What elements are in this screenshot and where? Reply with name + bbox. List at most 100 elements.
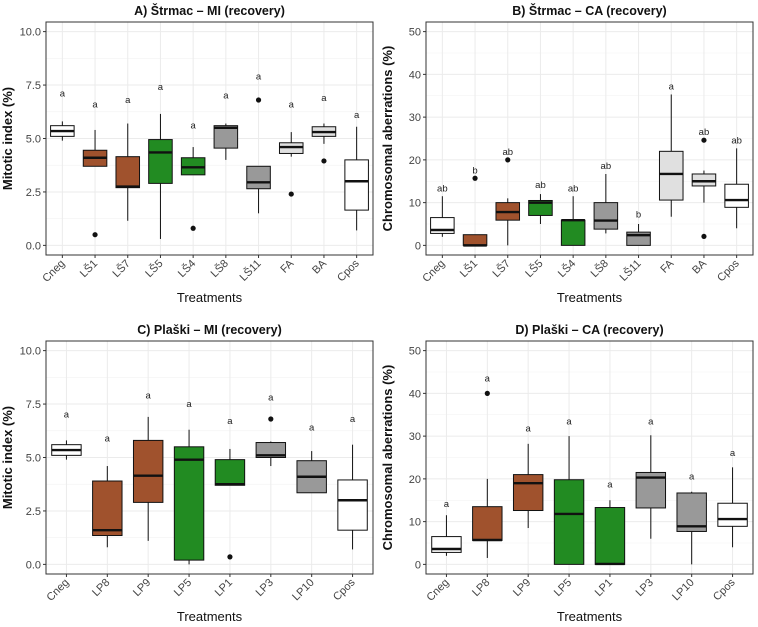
significance-label: ab	[601, 161, 612, 172]
x-tick-label: LŠ1	[77, 257, 100, 280]
outlier-point	[255, 97, 262, 103]
significance-label: a	[566, 417, 572, 428]
x-tick-label: LŠ5	[143, 257, 166, 280]
y-axis-label: Mitotic index (%)	[0, 87, 15, 190]
box-body	[691, 173, 717, 187]
box-body	[148, 139, 173, 184]
significance-label: ab	[568, 184, 579, 195]
significance-label: a	[689, 472, 695, 483]
outlier-point	[321, 158, 327, 164]
significance-label: a	[648, 417, 654, 428]
box-LP8	[472, 390, 503, 558]
box-body	[173, 446, 205, 561]
outlier-point	[472, 175, 478, 181]
x-tick-label: LŠ11	[237, 257, 264, 284]
outlier-point	[268, 416, 274, 422]
box-LP9	[512, 443, 544, 529]
box-LP3	[255, 416, 287, 467]
significance-label: ab	[535, 180, 546, 191]
x-axis-label: Treatments	[557, 609, 623, 624]
box-LŠ4	[180, 147, 206, 231]
y-tick-label: 20	[409, 474, 421, 486]
y-tick-label: 7.5	[26, 80, 41, 92]
significance-label: b	[636, 210, 641, 221]
chart-title: D) Plaški – CA (recovery)	[515, 323, 663, 337]
box-body	[213, 125, 239, 149]
y-tick-label: 0.0	[26, 559, 41, 571]
box-Cneg	[51, 440, 82, 460]
box-LŠ7	[115, 123, 141, 221]
y-axis-label: Chromosomal aberrations (%)	[380, 365, 395, 551]
box-Cpos	[724, 148, 749, 229]
x-tick-label: Cneg	[420, 258, 447, 285]
x-tick-label: Cneg	[44, 577, 71, 604]
box-BA	[691, 137, 717, 240]
panel-border	[425, 340, 754, 575]
box-LŠ8	[593, 173, 619, 234]
box-Cpos	[717, 467, 748, 548]
box-body	[553, 479, 585, 565]
outlier-point	[92, 232, 98, 238]
chart-title: A) Štrmac – MI (recovery)	[134, 3, 285, 18]
x-tick-label: LP3	[634, 577, 656, 599]
significance-label: a	[64, 410, 70, 421]
chart-panel-2: 01020304050abCnegbLŠ1abLŠ7abLŠ5abLŠ4abLŠ…	[380, 3, 754, 305]
box-LP5	[553, 436, 585, 565]
significance-label: a	[158, 82, 164, 93]
box-body	[724, 183, 749, 208]
significance-label: a	[223, 91, 229, 102]
x-tick-label: BA	[310, 257, 329, 276]
outlier-point	[190, 225, 196, 231]
y-axis-label: Chromosomal aberrations (%)	[380, 46, 395, 232]
box-BA	[311, 123, 337, 164]
y-tick-label: 40	[409, 69, 421, 81]
x-tick-label: Cpos	[715, 257, 742, 284]
significance-label: b	[472, 166, 477, 177]
y-tick-label: 7.5	[26, 399, 41, 411]
outlier-point	[484, 390, 490, 396]
significance-label: a	[321, 93, 327, 104]
x-tick-label: Cpos	[331, 576, 358, 603]
box-LŠ1	[462, 175, 488, 247]
significance-label: a	[256, 72, 262, 83]
box-body	[658, 150, 684, 201]
box-LŠ5	[148, 113, 173, 239]
outlier-point	[288, 191, 294, 197]
box-body	[593, 202, 619, 230]
y-axis-label: Mitotic index (%)	[0, 406, 15, 509]
x-tick-label: LP10	[290, 577, 317, 604]
box-body	[560, 219, 586, 246]
x-tick-label: FA	[658, 257, 676, 275]
box-body	[528, 199, 553, 216]
x-tick-label: LP10	[670, 577, 697, 604]
significance-label: a	[354, 110, 360, 121]
box-FA	[658, 94, 684, 217]
x-tick-label: LP8	[90, 577, 112, 599]
box-Cneg	[430, 196, 455, 237]
box-body	[512, 474, 544, 512]
significance-label: ab	[699, 127, 710, 138]
x-tick-label: LP3	[254, 577, 276, 599]
box-Cneg	[431, 515, 462, 556]
x-tick-label: LP5	[552, 577, 574, 599]
y-tick-label: 50	[409, 346, 421, 358]
x-tick-label: LP8	[470, 577, 492, 599]
box-LP1	[214, 448, 246, 560]
x-tick-label: LŠ1	[457, 257, 480, 280]
x-axis-label: Treatments	[177, 609, 243, 624]
x-tick-label: LP1	[593, 577, 615, 599]
y-tick-label: 10	[409, 198, 421, 210]
panel-border	[45, 21, 374, 256]
significance-label: ab	[731, 136, 742, 147]
significance-label: a	[186, 399, 192, 410]
x-tick-label: Cpos	[711, 576, 738, 603]
significance-label: a	[309, 423, 315, 434]
y-tick-label: 5.0	[26, 134, 41, 146]
significance-label: a	[125, 95, 131, 106]
significance-label: a	[730, 448, 736, 459]
x-tick-label: LP9	[131, 577, 153, 599]
y-tick-label: 2.5	[26, 187, 41, 199]
box-body	[472, 506, 503, 541]
significance-label: ab	[502, 147, 513, 158]
x-tick-label: LŠ7	[110, 257, 133, 280]
